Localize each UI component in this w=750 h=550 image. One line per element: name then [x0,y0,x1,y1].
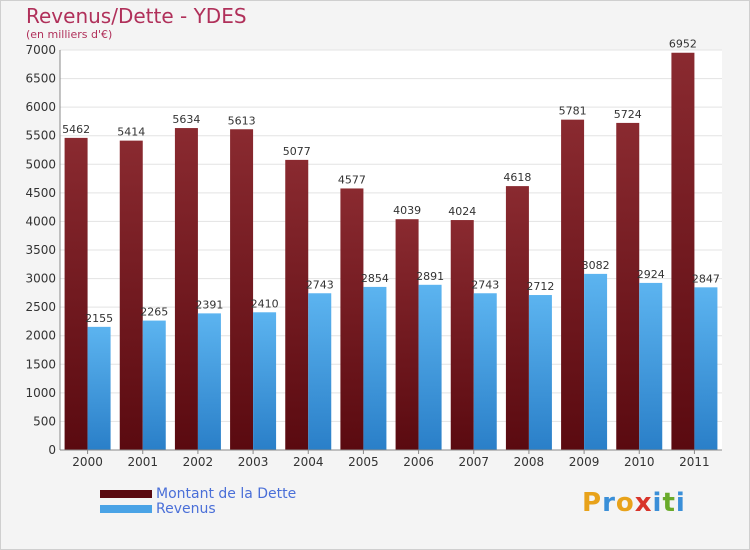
x-tick-label: 2005 [348,455,379,469]
chart-subtitle: (en milliers d'€) [26,28,113,41]
data-label: 5414 [117,126,145,139]
y-tick-label: 0 [48,443,56,457]
bar-debt [230,129,254,450]
x-tick-label: 2004 [293,455,324,469]
bar-debt [395,219,419,450]
y-tick-label: 5500 [25,129,56,143]
bar-revenus [473,293,497,450]
data-label: 5077 [283,145,311,158]
legend-swatch-debt [100,489,152,498]
x-tick-label: 2009 [569,455,600,469]
x-tick-label: 2000 [72,455,103,469]
legend: Montant de la Dette Revenus [100,485,297,517]
data-label: 2155 [85,312,113,325]
data-label: 2854 [361,272,389,285]
logo-letter: o [615,488,635,518]
bar-debt [119,140,143,450]
bar-revenus [694,287,718,450]
legend-item-debt: Montant de la Dette [100,485,297,502]
bar-revenus [253,312,277,450]
y-tick-label: 3500 [25,243,56,257]
legend-item-revenus: Revenus [100,500,296,517]
y-tick-label: 3000 [25,272,56,286]
data-label: 2743 [306,278,334,291]
logo-letter: P [582,488,603,518]
bar-revenus [197,313,221,450]
chart-title: Revenus/Dette - YDES [26,4,247,28]
y-tick-label: 2000 [25,329,56,343]
logo-letter: x [634,488,653,518]
bar-debt [505,186,529,450]
data-label: 4618 [503,171,531,184]
data-label: 2265 [140,306,168,319]
data-label: 6952 [669,38,697,51]
logo-letter: t [662,488,676,518]
data-label: 5613 [228,114,256,127]
bar-revenus [363,286,387,450]
x-tick-label: 2001 [127,455,158,469]
x-tick-label: 2007 [458,455,489,469]
data-label: 4577 [338,173,366,186]
bar-revenus [308,293,332,450]
bar-revenus [87,326,111,450]
legend-label-revenus: Revenus [156,500,216,517]
data-label: 2924 [637,268,665,281]
y-tick-label: 6000 [25,100,56,114]
data-label: 2410 [251,297,279,310]
data-label: 5634 [172,113,200,126]
bar-debt [671,52,695,450]
x-tick-label: 2002 [183,455,214,469]
bar-revenus [142,320,166,450]
x-tick-label: 2008 [514,455,545,469]
bar-revenus [584,273,608,450]
bar-debt [450,220,474,450]
logo-letter: i [675,488,686,518]
bar-debt [64,137,88,450]
x-tick-label: 2003 [238,455,269,469]
bar-debt [174,128,198,451]
data-label: 4024 [448,205,476,218]
bar-revenus [528,295,552,450]
logo-letter: i [652,488,663,518]
y-tick-label: 1000 [25,386,56,400]
y-tick-label: 4500 [25,186,56,200]
proxiti-logo: Proxiti [582,488,686,518]
bar-revenus [418,284,442,450]
data-label: 2743 [471,278,499,291]
data-label: 5724 [614,108,642,121]
y-tick-label: 2500 [25,300,56,314]
bar-debt [285,159,309,450]
data-label: 2891 [416,270,444,283]
bar-debt [561,119,585,451]
y-tick-label: 4000 [25,214,56,228]
y-tick-label: 500 [33,414,56,428]
bar-debt [616,122,640,451]
y-tick-label: 1500 [25,357,56,371]
data-label: 5781 [559,105,587,118]
y-tick-label: 7000 [25,43,56,57]
bar-debt [340,188,364,450]
data-label: 5462 [62,123,90,136]
logo-letter: r [602,488,616,518]
y-tick-label: 5000 [25,157,56,171]
data-label: 2712 [526,280,554,293]
data-label: 4039 [393,204,421,217]
data-label: 2391 [195,298,223,311]
data-label: 2847 [692,272,720,285]
y-tick-label: 6500 [25,72,56,86]
x-tick-label: 2011 [679,455,710,469]
legend-swatch-revenus [100,504,152,513]
x-tick-label: 2006 [403,455,434,469]
data-label: 3082 [582,259,610,272]
legend-label-debt: Montant de la Dette [156,485,297,502]
bar-revenus [639,282,663,450]
x-tick-label: 2010 [624,455,655,469]
